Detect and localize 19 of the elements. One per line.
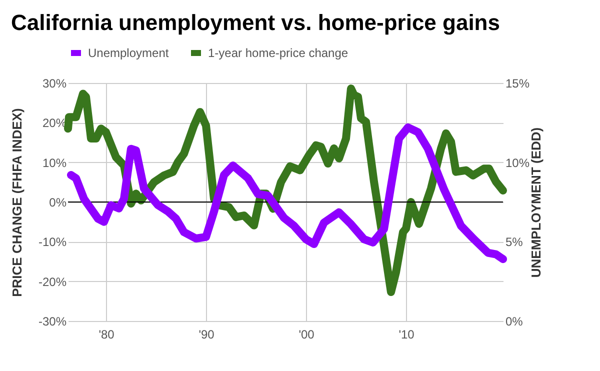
y2-axis-title: UNEMPLOYMENT (EDD) <box>528 127 544 278</box>
x-tick-label: '80 <box>98 328 115 342</box>
legend-label: 1-year home-price change <box>208 46 348 60</box>
y2-tick-label: 0% <box>506 314 524 328</box>
y-tick-label: -30% <box>38 314 67 328</box>
y-tick-label: -10% <box>38 235 67 250</box>
y2-tick-label: 5% <box>506 235 524 250</box>
y-tick-label: -20% <box>38 274 67 289</box>
x-tick-label: '00 <box>298 328 315 342</box>
y-tick-label: 30% <box>42 76 67 90</box>
y-tick-label: 0% <box>49 196 67 210</box>
y-tick-label: 10% <box>42 156 67 170</box>
y2-tick-label: 15% <box>506 76 530 90</box>
legend-label: Unemployment <box>88 46 170 60</box>
y2-tick-label: 10% <box>506 156 530 170</box>
chart-title: California unemployment vs. home-price gains <box>10 10 500 35</box>
x-tick-label: '90 <box>198 328 215 342</box>
y-axis-title: PRICE CHANGE (FHFA INDEX) <box>9 108 24 297</box>
x-tick-label: '10 <box>398 328 415 342</box>
